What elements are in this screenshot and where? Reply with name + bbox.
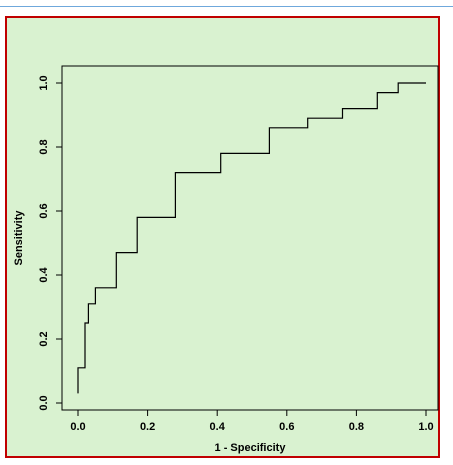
roc-curve-line [77, 82, 426, 394]
y-tick-label: 0.2 [38, 331, 50, 346]
y-tick-label: 0.4 [38, 266, 50, 282]
y-tick-label: 0.0 [38, 395, 50, 410]
x-tick-label: 0.2 [140, 421, 155, 433]
x-tick-label: 0.0 [70, 421, 85, 433]
x-tick-label: 0.6 [279, 421, 294, 433]
y-tick-label: 0.8 [38, 139, 50, 154]
plot-border [61, 65, 439, 411]
top-rule [0, 6, 453, 7]
y-tick-label: 0.6 [38, 203, 50, 218]
x-axis: 0.0 0.2 0.4 0.6 0.8 1.0 [70, 410, 434, 433]
y-axis: 0.0 0.2 0.4 0.6 0.8 1.0 [38, 75, 62, 411]
x-tick-label: 1.0 [418, 421, 433, 433]
y-tick-label: 1.0 [38, 75, 50, 90]
x-tick-label: 0.8 [349, 421, 364, 433]
y-axis-title: Sensitivity [13, 210, 25, 266]
x-tick-label: 0.4 [210, 421, 226, 433]
x-axis-title: 1 - Specificity [215, 442, 287, 454]
